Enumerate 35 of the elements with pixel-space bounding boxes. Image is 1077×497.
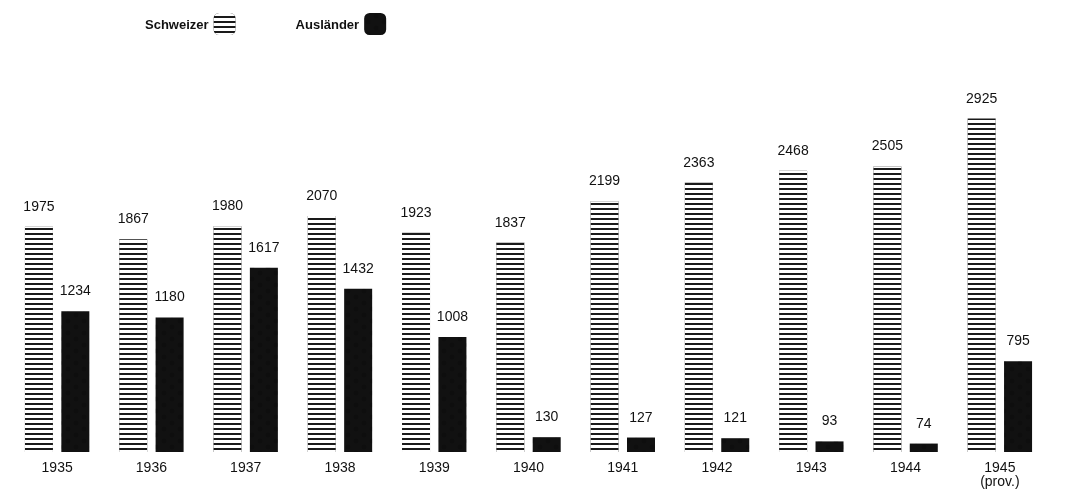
data-label: 2070 — [306, 187, 338, 204]
x-tick-label: 1938 — [324, 459, 356, 475]
x-tick-label: 1945 (prov.) — [980, 459, 1020, 489]
data-label: 2199 — [588, 172, 621, 189]
data-label: 74 — [916, 414, 932, 431]
x-tick-label: 1944 — [890, 459, 922, 475]
data-label: 2468 — [777, 141, 809, 158]
x-tick-label: 1943 — [795, 459, 828, 475]
data-label: 1180 — [154, 288, 185, 305]
data-label: 2505 — [871, 137, 904, 154]
x-tick-label: 1940 — [512, 459, 545, 475]
data-label: 130 — [535, 408, 559, 425]
data-label: 795 — [1006, 332, 1030, 349]
data-label: 93 — [821, 412, 838, 429]
legend-label: Schweizer — [144, 16, 209, 32]
x-tick-label: 1942 — [701, 459, 733, 475]
data-label: 1923 — [400, 203, 432, 220]
data-label: 121 — [723, 409, 748, 426]
legend-label: Ausländer — [295, 16, 360, 32]
data-label: 1867 — [117, 210, 149, 227]
data-label: 1837 — [494, 213, 527, 230]
x-tick-label: 1941 — [607, 459, 639, 475]
data-label: 1980 — [211, 197, 244, 214]
data-label: 1008 — [436, 308, 469, 325]
x-tick-label: 1936 — [135, 459, 168, 475]
data-label: 1234 — [59, 282, 92, 299]
data-label: 1432 — [342, 259, 374, 276]
data-label: 1975 — [23, 197, 55, 214]
x-tick-label: 1935 — [41, 459, 73, 475]
data-label: 127 — [629, 408, 653, 425]
x-tick-label: 1937 — [230, 459, 262, 475]
x-tick-label: 1939 — [418, 459, 451, 475]
data-label: 2363 — [683, 153, 715, 170]
data-label: 2925 — [966, 89, 998, 106]
data-label: 1617 — [248, 238, 280, 255]
